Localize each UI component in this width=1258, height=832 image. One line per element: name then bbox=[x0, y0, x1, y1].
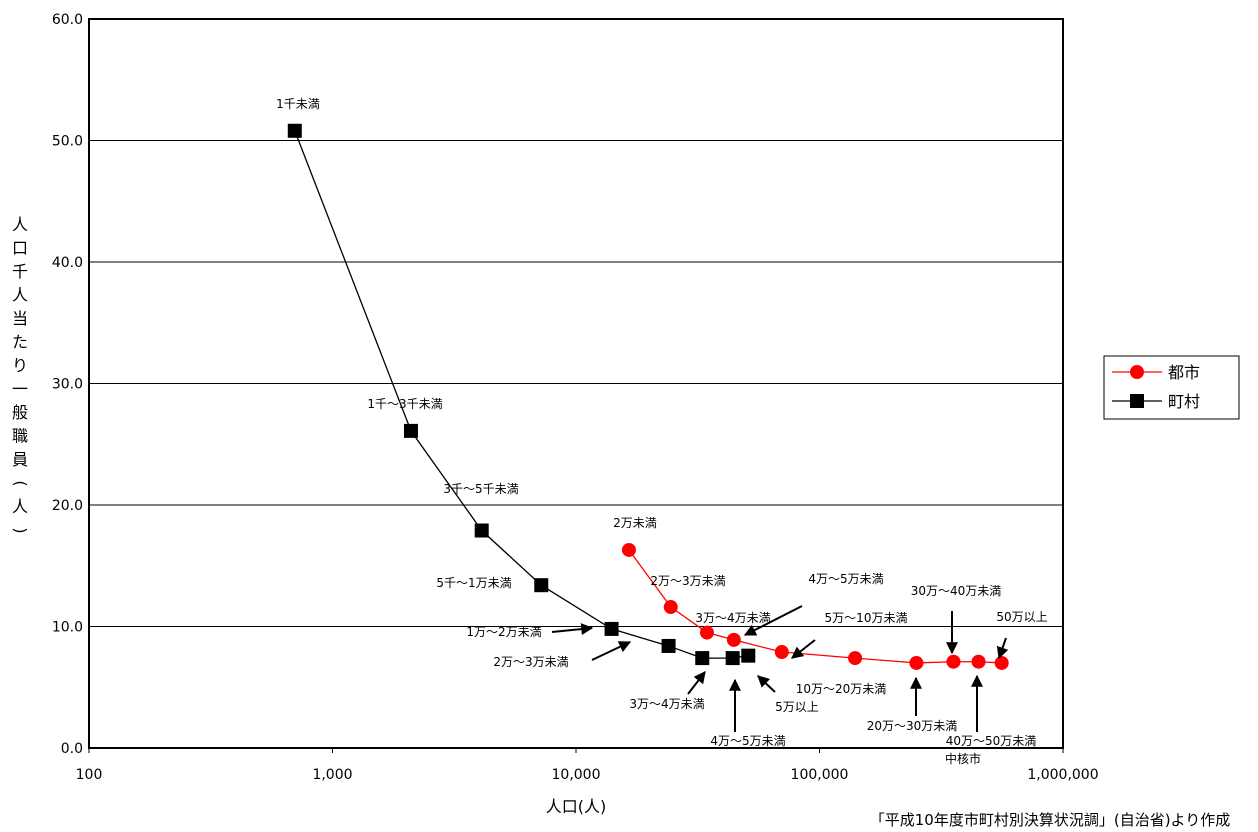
point-label: 5万～10万未満 bbox=[825, 611, 908, 625]
data-point bbox=[741, 648, 756, 663]
data-point bbox=[474, 523, 489, 538]
point-label: 2万～3万未満 bbox=[650, 574, 725, 588]
data-point bbox=[699, 625, 714, 640]
annotations: 1千未満 1千～3千未満 3千～5千未満 5千～1万未満 1万～2万未満 2万～3万未満 3… bbox=[276, 97, 1047, 766]
point-label: 4万～5万未満 bbox=[710, 734, 785, 748]
x-tick-label: 10,000 bbox=[552, 767, 601, 783]
y-axis-title-char: 職 bbox=[12, 427, 28, 446]
annotation-arrow bbox=[757, 675, 776, 693]
y-tick-label: 10.0 bbox=[52, 620, 83, 636]
y-axis-title-char: 一 bbox=[12, 380, 28, 399]
point-label: 5千～1万未満 bbox=[436, 576, 511, 590]
legend-marker bbox=[1130, 365, 1144, 379]
annotation-arrow bbox=[551, 623, 594, 636]
y-axis-title-char: り bbox=[12, 356, 28, 375]
y-axis-title-char: 千 bbox=[12, 262, 28, 281]
data-point bbox=[774, 645, 789, 660]
point-label: 50万以上 bbox=[996, 610, 1047, 624]
data-point bbox=[403, 423, 418, 438]
point-label: 2万未満 bbox=[613, 516, 657, 530]
annotation-arrow bbox=[743, 605, 803, 636]
point-label: 1千未満 bbox=[276, 97, 320, 111]
y-axis-title-char: 般 bbox=[12, 403, 28, 422]
data-point bbox=[534, 578, 549, 593]
y-axis-title-char: 員 bbox=[12, 450, 28, 469]
legend-box bbox=[1103, 355, 1240, 420]
y-tick-label: 50.0 bbox=[52, 134, 83, 150]
data-point bbox=[726, 632, 741, 647]
data-point bbox=[695, 651, 710, 666]
data-point bbox=[946, 654, 961, 669]
point-label: 3万～4万未満 bbox=[629, 697, 704, 711]
y-tick-label: 20.0 bbox=[52, 498, 83, 514]
data-point bbox=[287, 123, 302, 138]
data-point bbox=[621, 542, 636, 557]
x-tick-label: 1,000,000 bbox=[1027, 767, 1098, 783]
legend-label: 都市 bbox=[1168, 363, 1200, 382]
point-label: 5万以上 bbox=[775, 700, 819, 714]
x-axis-title: 人口(人) bbox=[546, 797, 607, 816]
data-point bbox=[725, 651, 740, 666]
annotation-arrow bbox=[687, 671, 706, 695]
point-label: 30万～40万未満 bbox=[911, 584, 1002, 598]
plot-frame bbox=[88, 18, 1064, 749]
x-tick-label: 100 bbox=[76, 767, 103, 783]
data-point bbox=[971, 654, 986, 669]
point-label: 20万～30万未満 bbox=[867, 719, 958, 733]
y-axis-title-char: 人 bbox=[12, 286, 28, 305]
x-tick-label: 1,000 bbox=[312, 767, 352, 783]
source-note: 「平成10年度市町村別決算状況調」(自治省)より作成 bbox=[870, 811, 1231, 829]
annotation-arrow bbox=[591, 641, 632, 661]
series-line-0 bbox=[628, 549, 1002, 664]
y-tick-label: 0.0 bbox=[61, 741, 83, 757]
data-point bbox=[909, 655, 924, 670]
data-point bbox=[848, 651, 863, 666]
y-axis-title-char: 当 bbox=[12, 309, 28, 328]
data-point bbox=[661, 638, 676, 653]
x-tick-label: 100,000 bbox=[791, 767, 849, 783]
point-label: 中核市 bbox=[945, 751, 981, 766]
point-label: 1千～3千未満 bbox=[367, 397, 442, 411]
y-axis-title-char: 人 bbox=[12, 497, 28, 516]
point-label: 10万～20万未満 bbox=[796, 682, 887, 696]
y-axis-title-char: た bbox=[12, 333, 28, 352]
point-label: 3万～4万未満 bbox=[695, 611, 770, 625]
y-axis-title-char: 口 bbox=[12, 239, 28, 258]
y-axis-title-char: 人 bbox=[12, 215, 28, 234]
y-tick-label: 40.0 bbox=[52, 255, 83, 271]
y-axis-title-char: ) bbox=[11, 527, 30, 533]
y-tick-label: 30.0 bbox=[52, 377, 83, 393]
plot-area: 0.0 10.0 20.0 30.0 40.0 50.0 60.0 100 1,000 10,00… bbox=[11, 12, 1099, 783]
data-point bbox=[994, 655, 1009, 670]
legend-marker bbox=[1130, 394, 1144, 408]
point-label: 4万～5万未満 bbox=[808, 572, 883, 586]
y-axis-title-char: ( bbox=[11, 480, 30, 486]
annotation-arrow bbox=[791, 639, 816, 659]
point-label: 1万～2万未満 bbox=[466, 625, 541, 639]
data-point bbox=[663, 600, 678, 615]
point-label: 2万～3万未満 bbox=[493, 655, 568, 669]
point-label: 3千～5千未満 bbox=[443, 482, 518, 496]
data-point bbox=[604, 621, 619, 636]
annotation-arrow bbox=[996, 637, 1009, 660]
y-tick-label: 60.0 bbox=[52, 12, 83, 28]
legend-label: 町村 bbox=[1168, 392, 1200, 411]
point-label: 40万～50万未満 bbox=[946, 734, 1037, 748]
